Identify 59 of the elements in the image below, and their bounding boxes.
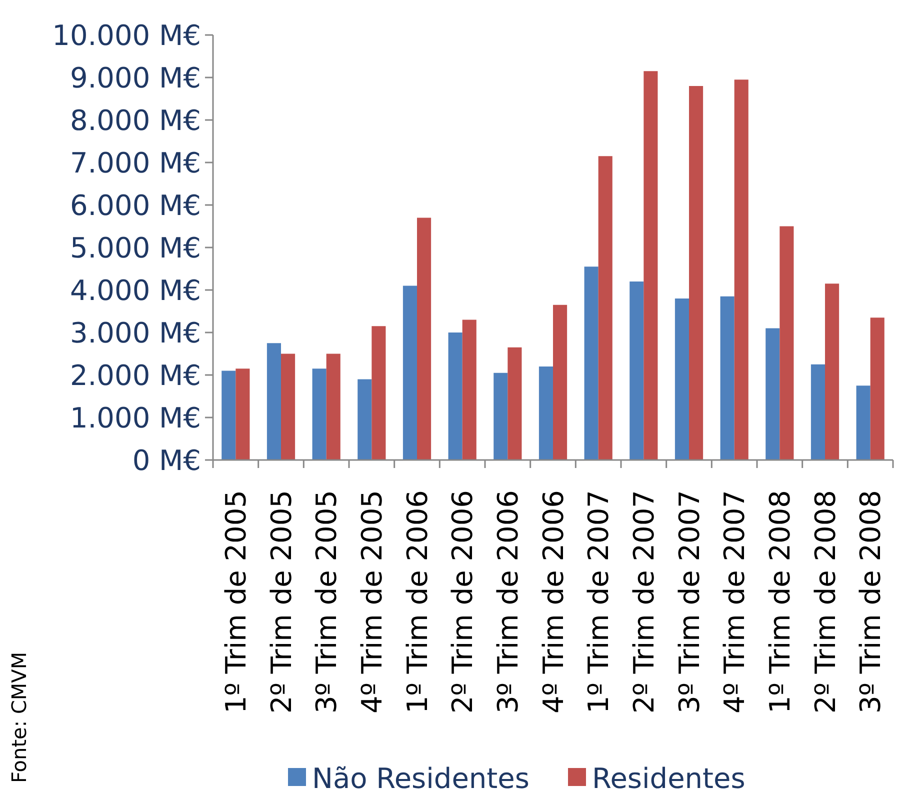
bar [780, 226, 794, 460]
x-tick-label: 3º Trim de 2008 [854, 490, 888, 714]
y-tick-label: 6.000 M€ [70, 188, 201, 222]
y-tick-label: 10.000 M€ [52, 18, 201, 52]
bar [553, 304, 568, 460]
bar [538, 366, 553, 460]
bar [448, 332, 462, 460]
y-tick-label: 3.000 M€ [70, 316, 201, 350]
bar [674, 298, 689, 460]
y-tick-label: 5.000 M€ [70, 231, 201, 264]
bar [281, 354, 296, 460]
x-tick-label: 2º Trim de 2008 [808, 490, 842, 714]
x-tick-label: 2º Trim de 2007 [627, 490, 660, 714]
bar [508, 347, 522, 460]
y-tick-label: 0 M€ [132, 444, 201, 477]
bar [236, 368, 250, 460]
y-tick-label: 2.000 M€ [70, 358, 201, 392]
bar [494, 372, 508, 460]
bar [870, 318, 884, 460]
y-tick-label: 4.000 M€ [70, 274, 201, 307]
x-tick-label: 2º Trim de 2005 [264, 490, 298, 714]
bar [825, 284, 840, 460]
bar [417, 218, 432, 460]
x-tick-label: 1º Trim de 2008 [763, 490, 796, 714]
y-tick-label: 8.000 M€ [70, 104, 201, 137]
x-tick-label: 1º Trim de 2005 [219, 490, 252, 714]
bar [326, 354, 340, 460]
x-tick-label: 4º Trim de 2007 [718, 490, 752, 714]
y-tick-label: 7.000 M€ [70, 146, 201, 180]
x-tick-label: 3º Trim de 2005 [310, 490, 344, 714]
bar [402, 286, 417, 460]
bar [462, 320, 476, 460]
x-tick-label: 4º Trim de 2006 [536, 490, 570, 714]
y-tick-label: 9.000 M€ [70, 61, 201, 94]
x-tick-label: 1º Trim de 2006 [400, 490, 434, 714]
bar [266, 343, 281, 460]
bar [720, 296, 734, 460]
bar [766, 328, 780, 460]
x-tick-label: 3º Trim de 2007 [672, 490, 706, 714]
x-tick-label: 1º Trim de 2007 [582, 490, 616, 714]
legend-label: Não Residentes [312, 762, 530, 795]
bar [598, 156, 612, 460]
bar [689, 86, 704, 460]
bar [312, 368, 326, 460]
bar [644, 71, 658, 460]
bar [372, 326, 386, 460]
x-tick-label: 2º Trim de 2006 [446, 490, 480, 714]
x-tick-label: 4º Trim de 2005 [355, 490, 388, 714]
x-tick-label: 3º Trim de 2006 [491, 490, 524, 714]
y-tick-label: 1.000 M€ [70, 401, 201, 434]
bar [358, 379, 372, 460]
bar [584, 266, 598, 460]
legend-label: Residentes [592, 762, 746, 795]
bar [630, 282, 644, 460]
bar [856, 386, 870, 460]
bar [734, 80, 748, 460]
bar [810, 364, 825, 460]
source-note: Fonte: CMVM [7, 652, 31, 783]
bar [222, 370, 236, 460]
